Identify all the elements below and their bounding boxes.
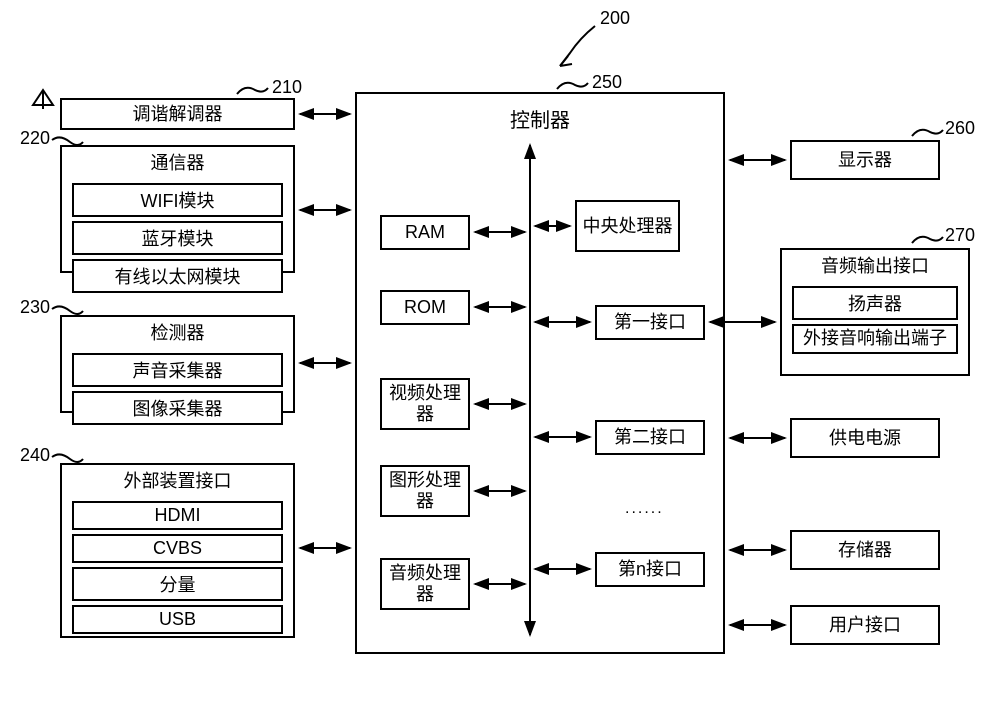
audio-item-1: 外接音响输出端子 bbox=[792, 324, 958, 354]
audio-out-group: 音频输出接口 扬声器 外接音响输出端子 bbox=[780, 248, 970, 376]
detector-title: 检测器 bbox=[62, 317, 293, 349]
comm-item-2: 有线以太网模块 bbox=[72, 259, 283, 293]
video-proc-label: 视频处理器 bbox=[386, 383, 464, 424]
userif-label: 用户接口 bbox=[829, 615, 901, 636]
extdev-group: 外部装置接口 HDMI CVBS 分量 USB bbox=[60, 463, 295, 638]
iface-n-box: 第n接口 bbox=[595, 552, 705, 587]
extdev-item-1: CVBS bbox=[72, 534, 283, 563]
ref-220: 220 bbox=[20, 128, 50, 149]
graphics-proc-label: 图形处理器 bbox=[386, 470, 464, 511]
ram-label: RAM bbox=[405, 222, 445, 243]
antenna-icon bbox=[28, 85, 58, 110]
extdev-item-3: USB bbox=[72, 605, 283, 634]
iface-2-label: 第二接口 bbox=[614, 427, 686, 448]
audio-proc-box: 音频处理器 bbox=[380, 558, 470, 610]
video-proc-box: 视频处理器 bbox=[380, 378, 470, 430]
rom-label: ROM bbox=[404, 297, 446, 318]
comm-group: 通信器 WIFI模块 蓝牙模块 有线以太网模块 bbox=[60, 145, 295, 273]
power-label: 供电电源 bbox=[829, 428, 901, 449]
controller-title: 控制器 bbox=[357, 94, 723, 137]
tuner-label: 调谐解调器 bbox=[133, 104, 223, 125]
userif-box: 用户接口 bbox=[790, 605, 940, 645]
cpu-label: 中央处理器 bbox=[583, 216, 673, 237]
ram-box: RAM bbox=[380, 215, 470, 250]
ref-250: 250 bbox=[592, 72, 622, 93]
audio-proc-label: 音频处理器 bbox=[386, 563, 464, 604]
cpu-box: 中央处理器 bbox=[575, 200, 680, 252]
comm-item-0: WIFI模块 bbox=[72, 183, 283, 217]
audio-item-0: 扬声器 bbox=[792, 286, 958, 320]
audio-out-title: 音频输出接口 bbox=[782, 250, 968, 282]
display-box: 显示器 bbox=[790, 140, 940, 180]
iface-1-label: 第一接口 bbox=[614, 312, 686, 333]
figure-ref: 200 bbox=[600, 8, 630, 29]
power-box: 供电电源 bbox=[790, 418, 940, 458]
ref-squiggle-210 bbox=[235, 80, 270, 98]
rom-box: ROM bbox=[380, 290, 470, 325]
extdev-item-0: HDMI bbox=[72, 501, 283, 530]
display-label: 显示器 bbox=[838, 150, 892, 171]
detector-item-0: 声音采集器 bbox=[72, 353, 283, 387]
comm-item-1: 蓝牙模块 bbox=[72, 221, 283, 255]
graphics-proc-box: 图形处理器 bbox=[380, 465, 470, 517]
extdev-item-2: 分量 bbox=[72, 567, 283, 601]
detector-item-1: 图像采集器 bbox=[72, 391, 283, 425]
figure-ref-arrow bbox=[540, 18, 600, 68]
iface-n-label: 第n接口 bbox=[618, 559, 682, 580]
ref-260: 260 bbox=[945, 118, 975, 139]
ref-210: 210 bbox=[272, 77, 302, 98]
iface-2-box: 第二接口 bbox=[595, 420, 705, 455]
detector-group: 检测器 声音采集器 图像采集器 bbox=[60, 315, 295, 413]
ref-squiggle-270 bbox=[910, 229, 945, 247]
memory-box: 存储器 bbox=[790, 530, 940, 570]
comm-title: 通信器 bbox=[62, 147, 293, 179]
ref-230: 230 bbox=[20, 297, 50, 318]
tuner-box: 调谐解调器 bbox=[60, 98, 295, 130]
ref-squiggle-250 bbox=[555, 75, 590, 93]
ref-240: 240 bbox=[20, 445, 50, 466]
iface-ellipsis: ...... bbox=[625, 500, 664, 518]
ref-270: 270 bbox=[945, 225, 975, 246]
memory-label: 存储器 bbox=[838, 540, 892, 561]
ref-squiggle-260 bbox=[910, 122, 945, 140]
iface-1-box: 第一接口 bbox=[595, 305, 705, 340]
extdev-title: 外部装置接口 bbox=[62, 465, 293, 497]
